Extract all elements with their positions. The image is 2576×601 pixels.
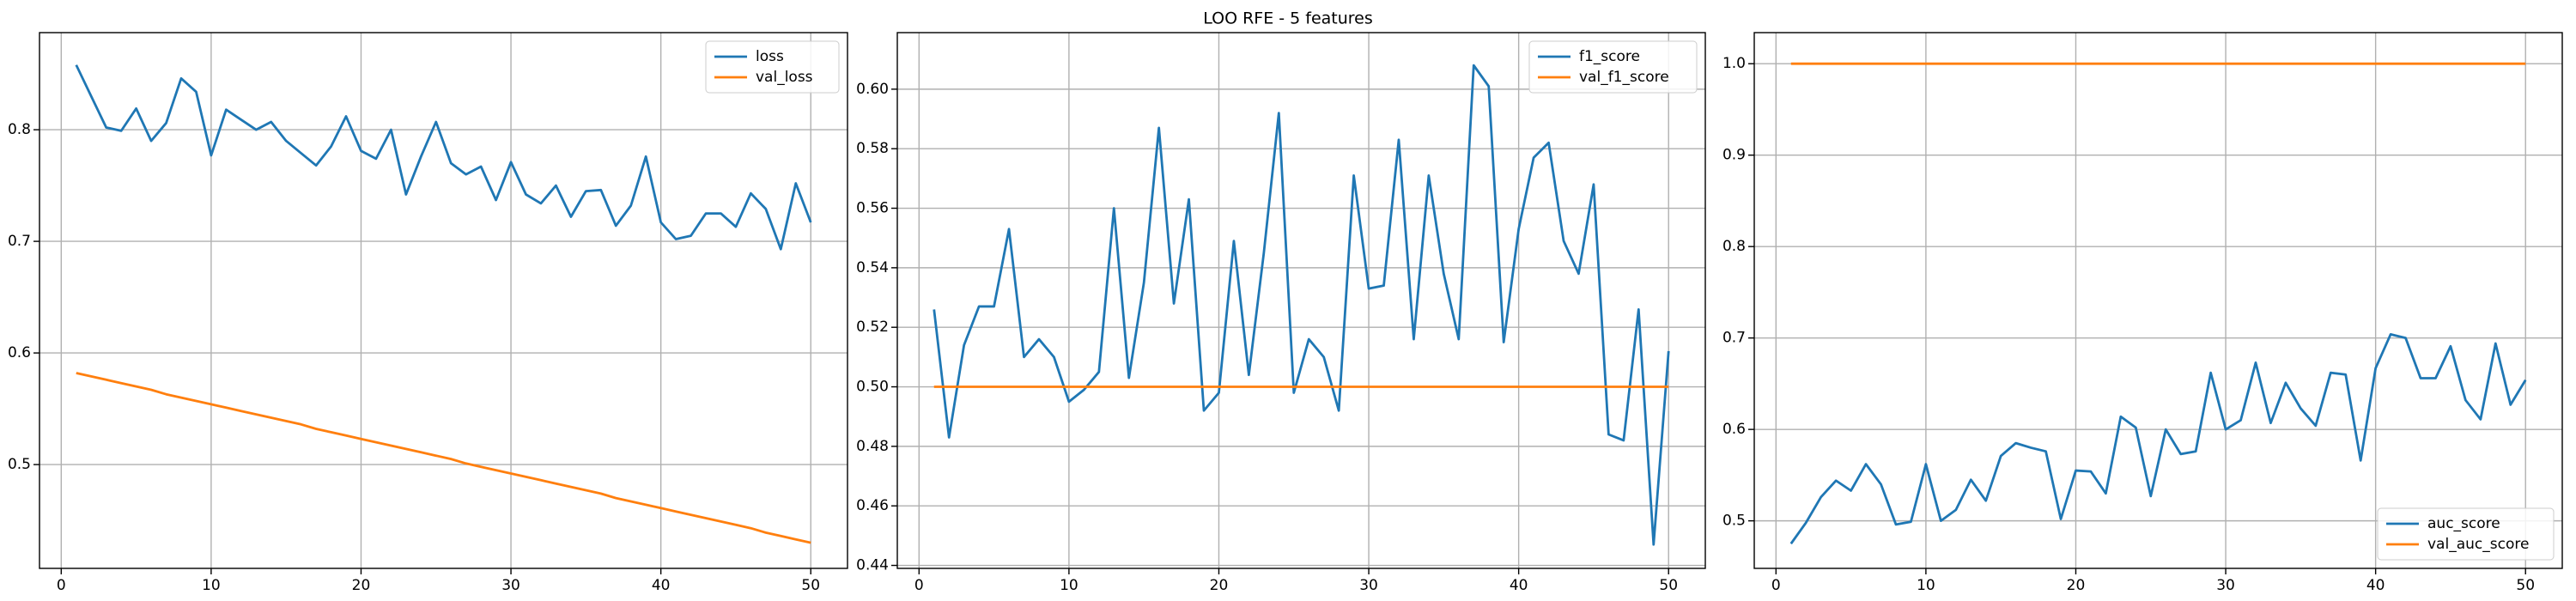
x-tick-label: 20 bbox=[352, 577, 371, 594]
y-tick-label: 0.52 bbox=[856, 319, 889, 336]
axes-frame bbox=[896, 32, 1706, 569]
y-tick-label: 0.54 bbox=[856, 259, 889, 276]
x-tick-label: 50 bbox=[801, 577, 820, 594]
legend-label: val_loss bbox=[756, 69, 813, 86]
x-tick-label: 30 bbox=[2216, 577, 2235, 594]
legend-label: auc_score bbox=[2427, 515, 2500, 532]
y-tick-label: 0.5 bbox=[1722, 513, 1746, 530]
axes-frame bbox=[1753, 32, 2563, 569]
y-tick-label: 0.48 bbox=[856, 438, 889, 455]
y-tick-label: 0.7 bbox=[1722, 330, 1746, 347]
y-tick-label: 0.58 bbox=[856, 140, 889, 157]
legend-box bbox=[2377, 507, 2555, 561]
y-tick-label: 0.6 bbox=[8, 344, 31, 361]
figure-title: LOO RFE - 5 features bbox=[1203, 9, 1373, 28]
y-tick-label: 0.5 bbox=[8, 456, 31, 473]
x-tick-label: 0 bbox=[1771, 577, 1781, 594]
y-tick-label: 0.60 bbox=[856, 81, 889, 98]
x-tick-label: 20 bbox=[2067, 577, 2086, 594]
legend-label: loss bbox=[756, 48, 784, 65]
series-line bbox=[933, 64, 1670, 546]
x-tick-label: 10 bbox=[1917, 577, 1935, 594]
x-tick-label: 50 bbox=[2516, 577, 2535, 594]
y-tick-label: 0.6 bbox=[1722, 421, 1746, 438]
y-tick-label: 0.44 bbox=[856, 557, 889, 574]
legend-label: f1_score bbox=[1579, 48, 1640, 65]
x-tick-label: 20 bbox=[1210, 577, 1229, 594]
series-line bbox=[76, 372, 811, 544]
x-tick-label: 30 bbox=[1359, 577, 1378, 594]
x-tick-label: 0 bbox=[57, 577, 66, 594]
y-tick-label: 0.50 bbox=[856, 379, 889, 396]
y-tick-label: 0.46 bbox=[856, 497, 889, 514]
axes-frame bbox=[39, 32, 848, 569]
legend-box bbox=[1528, 40, 1698, 94]
x-tick-label: 0 bbox=[914, 577, 924, 594]
x-tick-label: 40 bbox=[652, 577, 671, 594]
series-line bbox=[1789, 333, 2527, 545]
legend-label: val_auc_score bbox=[2427, 536, 2529, 553]
x-tick-label: 30 bbox=[501, 577, 520, 594]
x-tick-label: 40 bbox=[2366, 577, 2385, 594]
legend-label: val_f1_score bbox=[1579, 69, 1669, 86]
x-tick-label: 50 bbox=[1659, 577, 1678, 594]
y-tick-label: 0.56 bbox=[856, 200, 889, 217]
series-line bbox=[75, 64, 812, 251]
x-tick-label: 40 bbox=[1510, 577, 1528, 594]
legend-box bbox=[705, 40, 840, 94]
x-tick-label: 10 bbox=[202, 577, 221, 594]
y-tick-label: 0.8 bbox=[8, 121, 31, 138]
y-tick-label: 1.0 bbox=[1722, 55, 1746, 72]
y-tick-label: 0.7 bbox=[8, 233, 31, 250]
x-tick-label: 10 bbox=[1060, 577, 1078, 594]
y-tick-label: 0.8 bbox=[1722, 238, 1746, 255]
y-tick-label: 0.9 bbox=[1722, 147, 1746, 164]
